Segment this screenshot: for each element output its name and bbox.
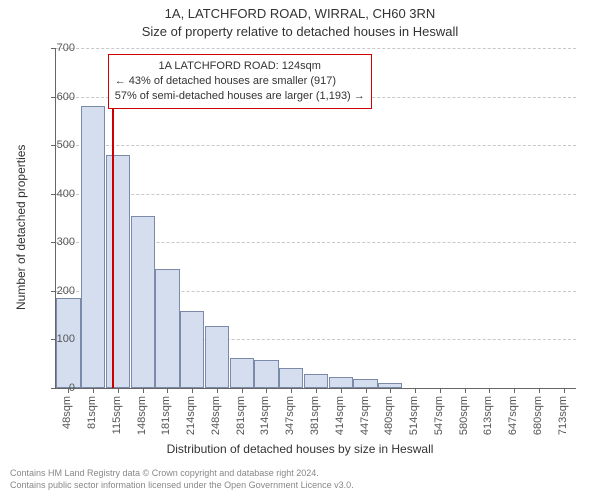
xtick-mark	[390, 388, 391, 393]
bar	[279, 368, 303, 388]
bar	[81, 106, 105, 388]
gridline	[56, 145, 576, 146]
xtick-label: 248sqm	[210, 396, 222, 435]
xtick-label: 181sqm	[160, 396, 172, 435]
ytick-label: 700	[57, 42, 75, 54]
xtick-label: 414sqm	[334, 396, 346, 435]
ytick-mark	[51, 242, 56, 243]
ytick-mark	[51, 388, 56, 389]
callout-box: 1A LATCHFORD ROAD: 124sqm← 43% of detach…	[108, 54, 372, 109]
xtick-mark	[118, 388, 119, 393]
xtick-mark	[242, 388, 243, 393]
xtick-mark	[192, 388, 193, 393]
bar	[155, 269, 179, 388]
xtick-label: 647sqm	[507, 396, 519, 435]
xtick-mark	[266, 388, 267, 393]
xtick-label: 281sqm	[235, 396, 247, 435]
xtick-mark	[366, 388, 367, 393]
xtick-label: 115sqm	[111, 396, 123, 434]
xtick-label: 48sqm	[61, 396, 73, 429]
ytick-label: 200	[57, 285, 75, 297]
xtick-label: 314sqm	[259, 396, 271, 435]
bar	[230, 358, 254, 388]
xtick-mark	[316, 388, 317, 393]
footer-credits: Contains HM Land Registry data © Crown c…	[10, 468, 354, 491]
ytick-label: 600	[57, 91, 75, 103]
xtick-mark	[539, 388, 540, 393]
bar	[205, 326, 229, 388]
ytick-label: 100	[57, 333, 75, 345]
ytick-label: 500	[57, 139, 75, 151]
xtick-mark	[167, 388, 168, 393]
xtick-label: 480sqm	[383, 396, 395, 435]
xtick-mark	[143, 388, 144, 393]
xtick-label: 148sqm	[136, 396, 148, 435]
xtick-label: 680sqm	[532, 396, 544, 435]
ytick-mark	[51, 97, 56, 98]
xtick-label: 514sqm	[408, 396, 420, 435]
ytick-label: 300	[57, 236, 75, 248]
xtick-label: 347sqm	[284, 396, 296, 435]
callout-line: 1A LATCHFORD ROAD: 124sqm	[115, 59, 365, 74]
marker-line	[112, 102, 114, 388]
callout-line: ← 43% of detached houses are smaller (91…	[115, 74, 365, 89]
xtick-mark	[564, 388, 565, 393]
ytick-label: 400	[57, 188, 75, 200]
ytick-mark	[51, 291, 56, 292]
xtick-label: 81sqm	[86, 396, 98, 429]
gridline	[56, 48, 576, 49]
bar	[180, 311, 204, 388]
bar	[254, 360, 278, 388]
footer-line-2: Contains public sector information licen…	[10, 480, 354, 492]
xtick-label: 381sqm	[309, 396, 321, 435]
bar	[353, 379, 377, 388]
gridline	[56, 194, 576, 195]
bar	[131, 216, 155, 388]
bar	[304, 374, 328, 388]
chart-area: 1A LATCHFORD ROAD: 124sqm← 43% of detach…	[55, 48, 575, 418]
xtick-mark	[514, 388, 515, 393]
xtick-mark	[489, 388, 490, 393]
xtick-mark	[415, 388, 416, 393]
callout-line: 57% of semi-detached houses are larger (…	[115, 89, 365, 104]
bar	[106, 155, 130, 388]
xtick-mark	[291, 388, 292, 393]
xtick-label: 580sqm	[458, 396, 470, 435]
title-address: 1A, LATCHFORD ROAD, WIRRAL, CH60 3RN	[0, 6, 600, 21]
xtick-label: 214sqm	[185, 396, 197, 435]
bar	[329, 377, 353, 388]
xtick-mark	[217, 388, 218, 393]
xtick-label: 547sqm	[433, 396, 445, 435]
ytick-mark	[51, 145, 56, 146]
xtick-mark	[341, 388, 342, 393]
xtick-mark	[440, 388, 441, 393]
ytick-mark	[51, 194, 56, 195]
xtick-label: 613sqm	[482, 396, 494, 435]
xtick-label: 447sqm	[359, 396, 371, 435]
y-axis-label: Number of detached properties	[14, 145, 28, 310]
xtick-mark	[93, 388, 94, 393]
ytick-mark	[51, 48, 56, 49]
title-subtitle: Size of property relative to detached ho…	[0, 24, 600, 39]
xtick-label: 713sqm	[557, 396, 569, 435]
ytick-label: 0	[69, 382, 75, 394]
footer-line-1: Contains HM Land Registry data © Crown c…	[10, 468, 354, 480]
x-axis-label: Distribution of detached houses by size …	[0, 442, 600, 456]
xtick-mark	[465, 388, 466, 393]
plot-region: 1A LATCHFORD ROAD: 124sqm← 43% of detach…	[55, 48, 576, 389]
